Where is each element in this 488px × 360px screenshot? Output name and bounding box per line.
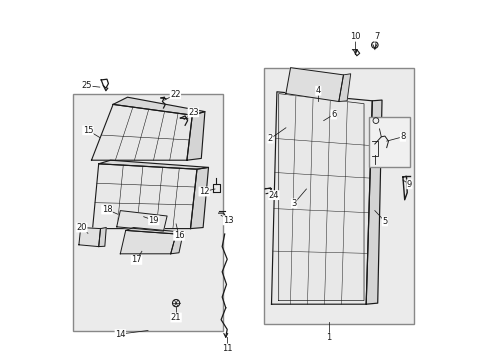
- Polygon shape: [125, 228, 183, 234]
- Polygon shape: [338, 74, 350, 102]
- Text: 9: 9: [406, 180, 411, 189]
- Polygon shape: [271, 92, 371, 304]
- Text: 2: 2: [267, 134, 272, 143]
- Polygon shape: [113, 97, 204, 115]
- Bar: [368, 117, 409, 167]
- Text: 19: 19: [148, 216, 159, 225]
- Text: 1: 1: [326, 333, 331, 342]
- Polygon shape: [91, 104, 192, 160]
- Text: 11: 11: [222, 344, 232, 353]
- Polygon shape: [120, 230, 176, 254]
- Polygon shape: [117, 211, 167, 231]
- Text: 15: 15: [82, 126, 93, 135]
- Polygon shape: [186, 112, 204, 160]
- Text: 7: 7: [373, 32, 379, 41]
- Polygon shape: [366, 100, 381, 304]
- Polygon shape: [170, 232, 183, 254]
- Polygon shape: [99, 160, 208, 169]
- Text: 21: 21: [170, 313, 181, 322]
- Bar: [73, 94, 223, 331]
- Bar: [264, 68, 413, 324]
- Text: 13: 13: [223, 216, 233, 225]
- Text: 14: 14: [115, 330, 125, 338]
- Text: 20: 20: [77, 223, 87, 232]
- Text: 25: 25: [81, 81, 92, 90]
- Text: 5: 5: [382, 217, 386, 226]
- Text: 3: 3: [291, 199, 296, 208]
- Text: 16: 16: [173, 231, 184, 240]
- Polygon shape: [190, 167, 208, 229]
- Polygon shape: [285, 68, 343, 102]
- Text: 6: 6: [330, 110, 336, 119]
- Text: 8: 8: [399, 132, 405, 141]
- Polygon shape: [79, 228, 101, 247]
- Text: 24: 24: [268, 191, 279, 199]
- Polygon shape: [99, 228, 106, 247]
- Text: 10: 10: [349, 32, 360, 41]
- Text: 18: 18: [102, 205, 112, 214]
- Text: 23: 23: [188, 108, 198, 117]
- Text: 12: 12: [199, 187, 209, 196]
- Polygon shape: [92, 164, 197, 229]
- Text: 22: 22: [170, 90, 180, 99]
- Text: 17: 17: [131, 256, 142, 264]
- Text: 4: 4: [315, 86, 320, 95]
